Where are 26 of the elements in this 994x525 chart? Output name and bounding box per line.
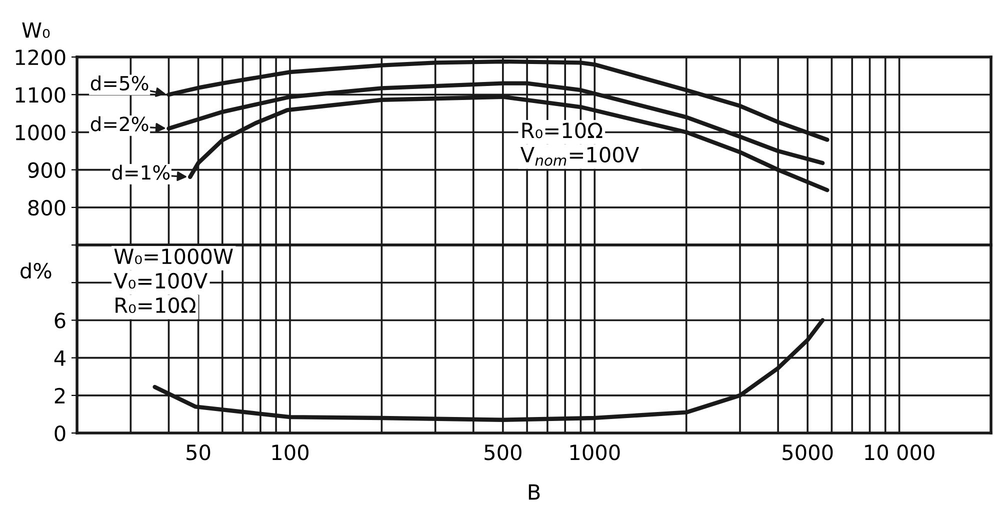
x-tick-label: 100 <box>272 444 308 460</box>
legend-label: d=1% <box>112 164 170 180</box>
y-tick-label: 6 <box>54 312 66 328</box>
legend-label: d=5% <box>90 75 148 91</box>
y-tick-label: 800 <box>28 200 66 216</box>
y-tick-label: 1100 <box>16 87 66 103</box>
legend-label: d=2% <box>90 116 148 132</box>
y-tick-label: 4 <box>54 350 66 366</box>
y-tick-label: 2 <box>54 388 65 404</box>
x-tick-label: 50 <box>186 444 210 460</box>
x-axis-title: B <box>528 484 540 500</box>
y-axis-title: d% <box>20 262 52 279</box>
y-axis-title: W₀ <box>22 22 50 38</box>
y-tick-label: 1200 <box>16 49 66 66</box>
annotation: V₀=100V <box>114 272 208 289</box>
x-tick-label: 10 000 <box>865 444 934 460</box>
x-tick-label: 5000 <box>782 444 833 460</box>
x-tick-label: 1000 <box>570 444 620 460</box>
annotation: R₀=10Ω <box>116 297 196 314</box>
annotation: W₀=1000W <box>114 248 233 264</box>
y-tick-label: 1000 <box>16 124 66 140</box>
x-tick-label: 500 <box>484 444 522 460</box>
y-tick-label: 900 <box>28 162 66 178</box>
y-tick-label: 0 <box>54 425 66 442</box>
annotation: R₀=10Ω <box>522 122 602 138</box>
annotation: V$_{nom}$=100V <box>520 146 640 166</box>
